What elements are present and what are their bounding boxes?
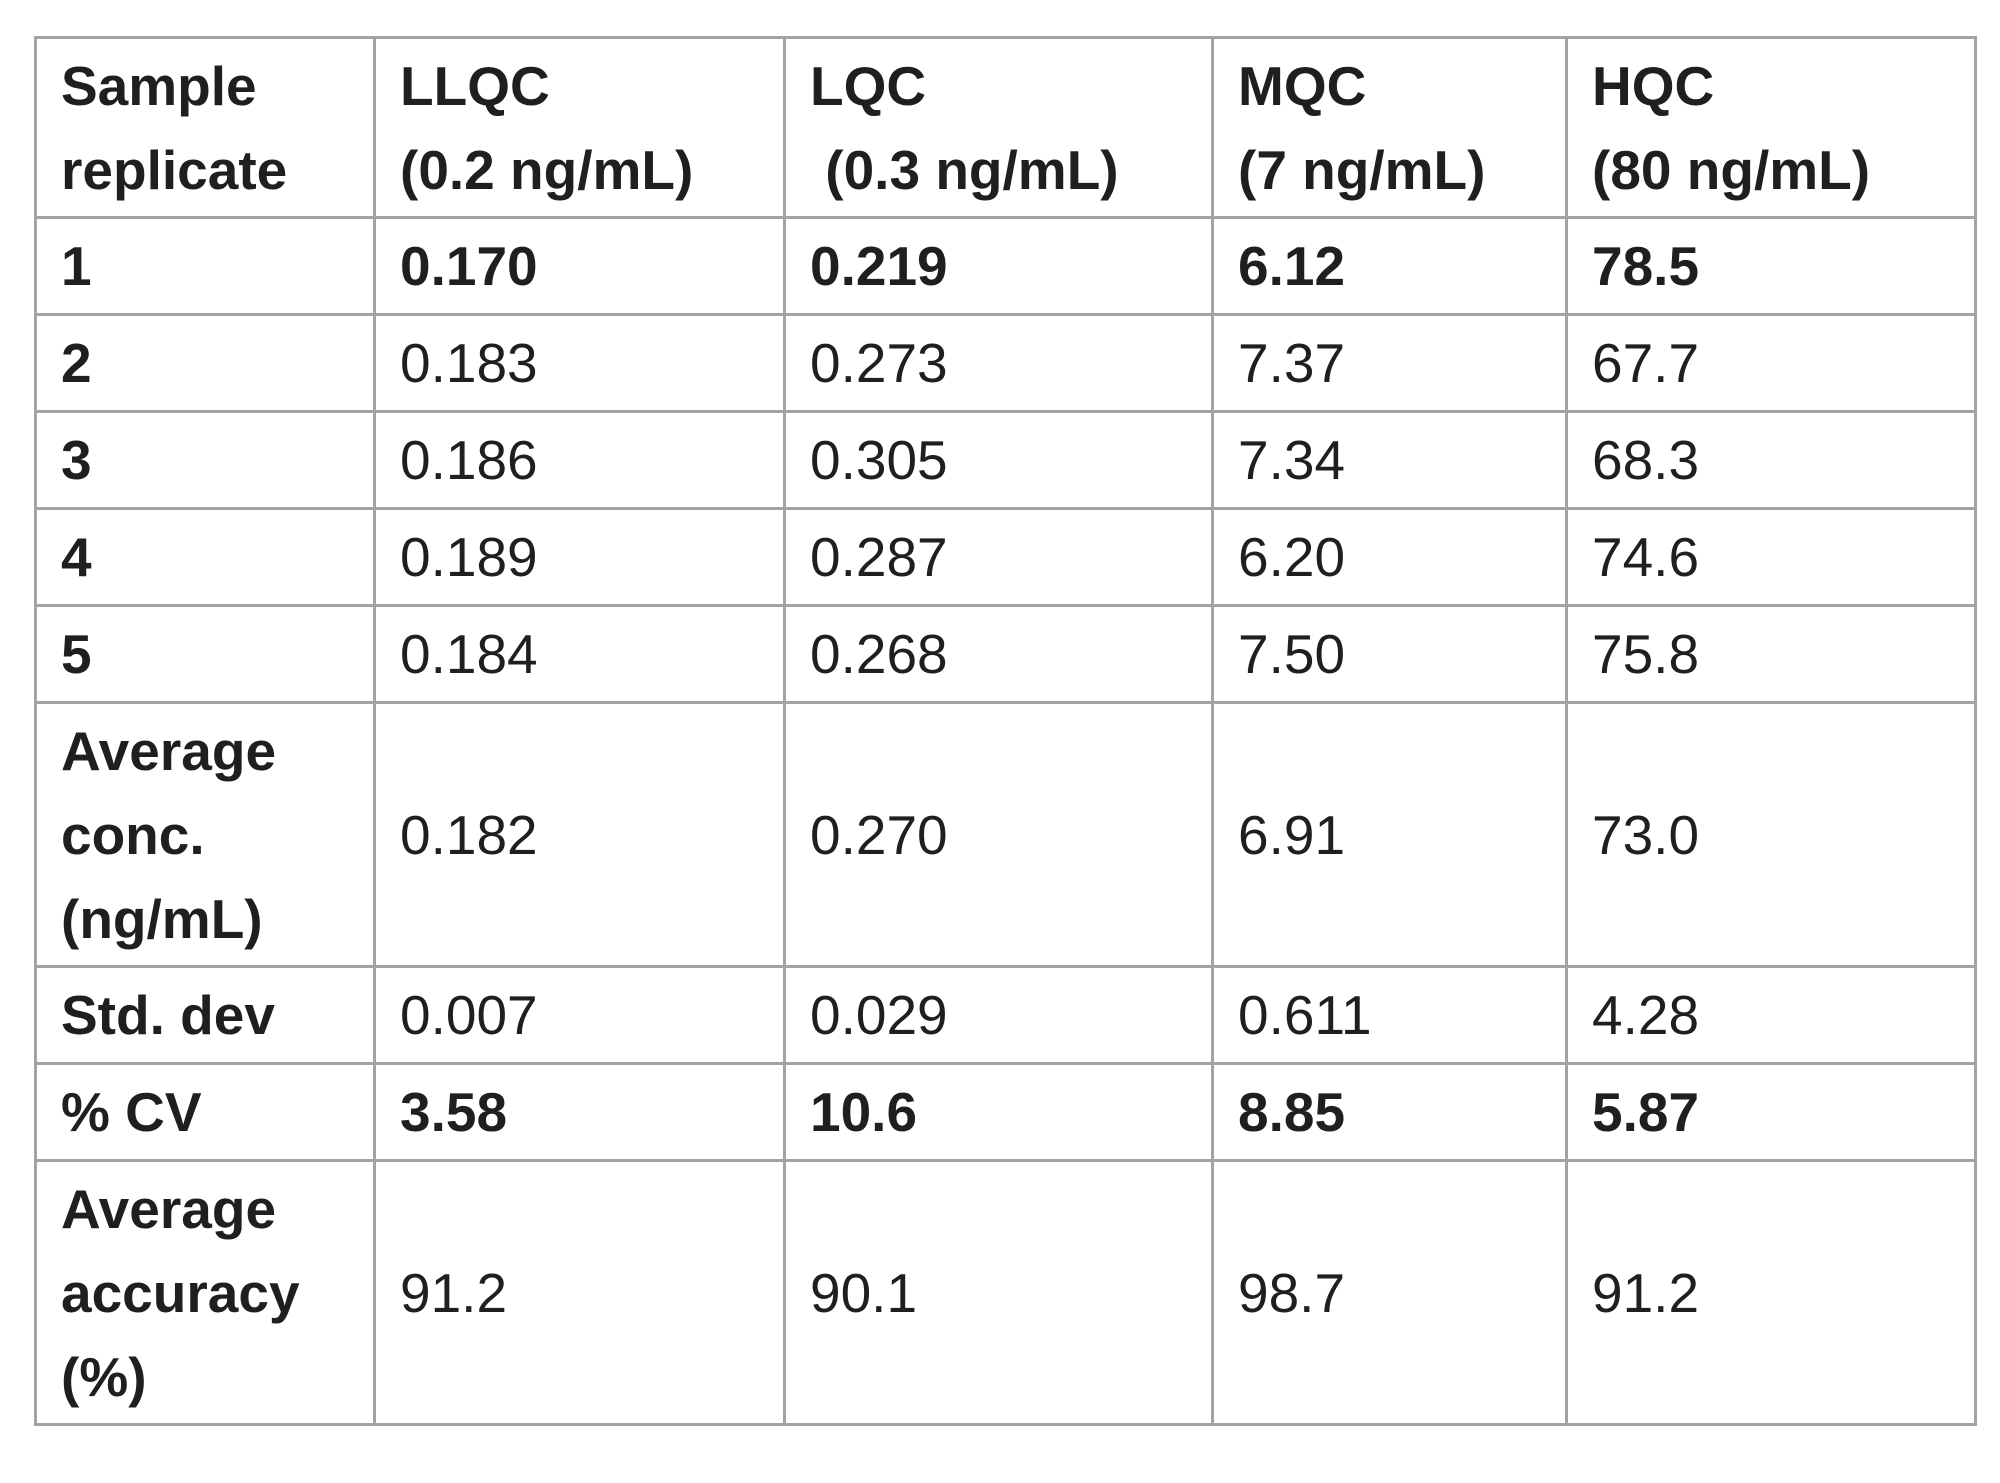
row-label-cell: Average accuracy (%) (34, 1159, 376, 1426)
row-label: 4 (61, 526, 92, 588)
qc-results-table: Sample replicate LLQC (0.2 ng/mL) LQC (0… (34, 36, 1977, 1426)
value-cell: 67.7 (1565, 313, 1977, 413)
value-cell: 0.219 (783, 216, 1214, 316)
table-row: 5 0.184 0.268 7.50 75.8 (34, 604, 1977, 704)
value-cell: 0.186 (373, 410, 786, 510)
table-row: Average conc. (ng/mL) 0.182 0.270 6.91 73.0 (34, 701, 1977, 968)
header-hqc: HQC (80 ng/mL) (1565, 36, 1977, 219)
value-cell: 74.6 (1565, 507, 1977, 607)
row-label: Average (61, 719, 277, 782)
row-label-cell: 3 (34, 410, 376, 510)
table-row: Average accuracy (%) 91.2 90.1 98.7 91.2 (34, 1159, 1977, 1426)
value-cell: 5.87 (1565, 1062, 1977, 1162)
row-label-cell: Std. dev (34, 965, 376, 1065)
row-label: Std. dev (61, 984, 275, 1046)
value-cell: 0.184 (373, 604, 786, 704)
row-label: (ng/mL) (61, 887, 263, 950)
header-sample-replicate: Sample replicate (34, 36, 376, 219)
value-cell: 4.28 (1565, 965, 1977, 1065)
table-row: 3 0.186 0.305 7.34 68.3 (34, 410, 1977, 510)
row-label-cell: 5 (34, 604, 376, 704)
row-label: 3 (61, 429, 92, 491)
value-cell: 0.287 (783, 507, 1214, 607)
value-cell: 91.2 (1565, 1159, 1977, 1426)
header-lqc: LQC (0.3 ng/mL) (783, 36, 1214, 219)
row-label: % CV (61, 1081, 202, 1143)
value-cell: 6.91 (1211, 701, 1568, 968)
table-row: 1 0.170 0.219 6.12 78.5 (34, 216, 1977, 316)
value-cell: 68.3 (1565, 410, 1977, 510)
value-cell: 0.170 (373, 216, 786, 316)
value-cell: 0.305 (783, 410, 1214, 510)
value-cell: 78.5 (1565, 216, 1977, 316)
row-label: 2 (61, 332, 92, 394)
value-cell: 3.58 (373, 1062, 786, 1162)
header-llqc: LLQC (0.2 ng/mL) (373, 36, 786, 219)
value-cell: 0.268 (783, 604, 1214, 704)
table-body: 1 0.170 0.219 6.12 78.5 2 0.183 0.273 7.37 67.7 3 0… (34, 216, 1977, 1426)
value-cell: 8.85 (1211, 1062, 1568, 1162)
value-cell: 7.50 (1211, 604, 1568, 704)
value-cell: 10.6 (783, 1062, 1214, 1162)
row-label: 1 (61, 235, 92, 297)
value-cell: 91.2 (373, 1159, 786, 1426)
value-cell: 90.1 (783, 1159, 1214, 1426)
value-cell: 0.007 (373, 965, 786, 1065)
row-label: 5 (61, 623, 92, 685)
row-label-cell: % CV (34, 1062, 376, 1162)
row-label: accuracy (61, 1261, 300, 1324)
value-cell: 0.273 (783, 313, 1214, 413)
table-row: 4 0.189 0.287 6.20 74.6 (34, 507, 1977, 607)
header-mqc: MQC (7 ng/mL) (1211, 36, 1568, 219)
value-cell: 6.20 (1211, 507, 1568, 607)
table-row: % CV 3.58 10.6 8.85 5.87 (34, 1062, 1977, 1162)
table-row: 2 0.183 0.273 7.37 67.7 (34, 313, 1977, 413)
value-cell: 0.611 (1211, 965, 1568, 1065)
row-label-cell: 1 (34, 216, 376, 316)
value-cell: 6.12 (1211, 216, 1568, 316)
value-cell: 0.029 (783, 965, 1214, 1065)
value-cell: 0.189 (373, 507, 786, 607)
value-cell: 73.0 (1565, 701, 1977, 968)
row-label: conc. (61, 803, 205, 866)
value-cell: 7.37 (1211, 313, 1568, 413)
value-cell: 98.7 (1211, 1159, 1568, 1426)
row-label-cell: Average conc. (ng/mL) (34, 701, 376, 968)
value-cell: 7.34 (1211, 410, 1568, 510)
row-label-cell: 2 (34, 313, 376, 413)
value-cell: 0.183 (373, 313, 786, 413)
row-label: Average (61, 1177, 277, 1240)
table-row: Std. dev 0.007 0.029 0.611 4.28 (34, 965, 1977, 1065)
row-label-cell: 4 (34, 507, 376, 607)
value-cell: 75.8 (1565, 604, 1977, 704)
table-header-row: Sample replicate LLQC (0.2 ng/mL) LQC (0… (34, 36, 1977, 219)
row-label: (%) (61, 1345, 147, 1408)
value-cell: 0.182 (373, 701, 786, 968)
value-cell: 0.270 (783, 701, 1214, 968)
